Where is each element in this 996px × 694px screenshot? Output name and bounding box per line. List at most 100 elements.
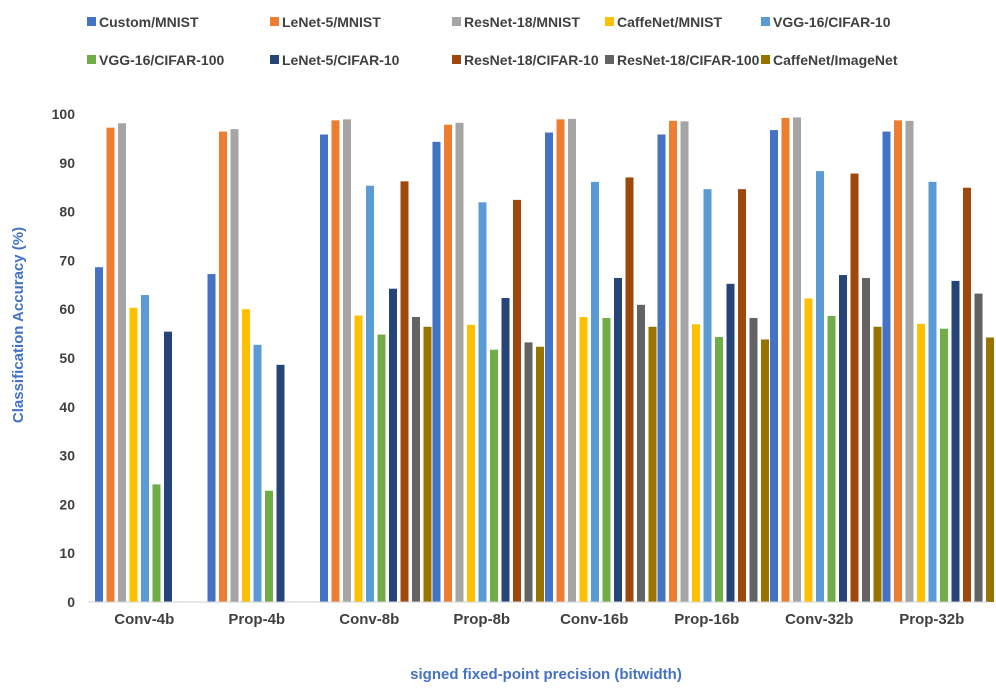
legend-item-resnet-18-cifar-100: ResNet-18/CIFAR-100 — [605, 52, 760, 68]
bar-lenet-5-cifar-10-prop-32b — [951, 280, 960, 602]
y-tick-label: 80 — [59, 204, 75, 220]
bar-caffenet-imagenet-prop-32b — [986, 337, 994, 602]
bar-caffenet-mnist-prop-8b — [467, 324, 475, 602]
bar-resnet-18-cifar-100-conv-8b — [412, 317, 420, 602]
bar-lenet-5-mnist-prop-8b — [444, 124, 452, 603]
y-tick-label: 40 — [59, 399, 75, 415]
x-tick-label: Conv-16b — [560, 611, 628, 628]
bar-vgg-16-cifar-100-conv-16b — [602, 317, 611, 602]
bar-resnet-18-mnist-conv-4b — [118, 123, 126, 602]
bar-caffenet-imagenet-conv-32b — [873, 326, 882, 602]
bar-resnet-18-cifar-10-conv-32b — [850, 173, 859, 602]
bar-lenet-5-mnist-conv-32b — [781, 117, 790, 603]
legend-swatch — [270, 17, 279, 26]
bar-resnet-18-cifar-100-prop-32b — [974, 293, 983, 602]
bar-group-conv-16b — [545, 118, 657, 603]
bar-lenet-5-cifar-10-prop-8b — [501, 297, 510, 602]
x-tick-label: Prop-4b — [228, 611, 285, 628]
bar-resnet-18-mnist-conv-8b — [343, 119, 351, 603]
x-tick-label: Prop-16b — [674, 611, 739, 628]
legend-item-resnet-18-cifar-10: ResNet-18/CIFAR-10 — [452, 52, 599, 68]
bar-lenet-5-mnist-prop-4b — [219, 131, 227, 602]
bar-custom-mnist-prop-8b — [432, 141, 441, 603]
bar-custom-mnist-prop-32b — [882, 131, 891, 602]
bar-vgg-16-cifar-10-prop-16b — [703, 189, 712, 603]
bar-vgg-16-cifar-100-prop-16b — [715, 337, 723, 602]
bar-caffenet-mnist-conv-16b — [579, 317, 588, 602]
bar-lenet-5-mnist-conv-4b — [106, 127, 115, 602]
bar-vgg-16-cifar-100-conv-4b — [152, 484, 161, 602]
bar-group-prop-8b — [432, 122, 544, 603]
bar-custom-mnist-prop-4b — [207, 274, 216, 602]
bar-resnet-18-mnist-prop-32b — [905, 120, 914, 602]
bar-resnet-18-mnist-conv-16b — [568, 118, 576, 602]
bar-lenet-5-cifar-10-conv-4b — [164, 331, 172, 602]
bar-vgg-16-cifar-10-prop-4b — [253, 344, 262, 602]
bar-vgg-16-cifar-100-prop-4b — [265, 490, 273, 602]
y-tick-label: 0 — [67, 594, 75, 610]
bar-caffenet-mnist-prop-4b — [242, 309, 250, 602]
bar-custom-mnist-conv-4b — [95, 267, 103, 602]
legend-item-caffenet-mnist: CaffeNet/MNIST — [605, 14, 722, 30]
legend-label: CaffeNet/MNIST — [617, 14, 722, 30]
bar-vgg-16-cifar-100-conv-32b — [827, 316, 836, 602]
bar-vgg-16-cifar-10-prop-32b — [928, 181, 937, 602]
bar-resnet-18-cifar-100-prop-8b — [524, 342, 533, 602]
legend-label: LeNet-5/CIFAR-10 — [282, 52, 400, 68]
legend-label: ResNet-18/CIFAR-10 — [464, 52, 599, 68]
bar-vgg-16-cifar-10-conv-16b — [591, 181, 599, 602]
bar-resnet-18-mnist-prop-4b — [230, 129, 239, 603]
legend-item-lenet-5-cifar-10: LeNet-5/CIFAR-10 — [270, 52, 400, 68]
bar-custom-mnist-conv-8b — [320, 134, 328, 602]
legend-item-resnet-18-mnist: ResNet-18/MNIST — [452, 14, 580, 30]
bar-resnet-18-mnist-prop-8b — [455, 122, 464, 602]
y-tick-label: 90 — [59, 155, 75, 171]
bar-custom-mnist-conv-16b — [545, 132, 553, 602]
bar-lenet-5-mnist-prop-32b — [894, 120, 902, 603]
bar-group-conv-8b — [320, 119, 432, 603]
bar-lenet-5-cifar-10-conv-8b — [389, 288, 397, 602]
bar-caffenet-imagenet-conv-16b — [648, 326, 657, 602]
legend-label: CaffeNet/ImageNet — [773, 52, 898, 68]
bar-vgg-16-cifar-100-prop-8b — [490, 349, 498, 602]
legend-swatch — [452, 17, 461, 26]
legend-label: Custom/MNIST — [99, 14, 199, 30]
bar-vgg-16-cifar-10-conv-32b — [816, 171, 824, 602]
bar-caffenet-mnist-prop-32b — [917, 323, 925, 602]
x-axis-title: signed fixed-point precision (bitwidth) — [410, 666, 682, 683]
bar-group-conv-4b — [95, 123, 172, 602]
bar-custom-mnist-prop-16b — [657, 134, 666, 602]
bar-custom-mnist-conv-32b — [770, 130, 778, 602]
legend-item-caffenet-imagenet: CaffeNet/ImageNet — [761, 52, 898, 68]
y-tick-label: 50 — [59, 350, 75, 366]
bar-vgg-16-cifar-10-conv-4b — [141, 295, 149, 602]
bar-resnet-18-cifar-10-conv-8b — [400, 181, 409, 602]
bar-resnet-18-cifar-10-prop-16b — [738, 189, 746, 603]
legend-swatch — [87, 17, 96, 26]
legend-swatch — [761, 17, 770, 26]
bar-caffenet-imagenet-prop-16b — [761, 339, 769, 602]
y-tick-label: 10 — [59, 545, 75, 561]
bar-resnet-18-cifar-10-prop-32b — [963, 187, 971, 603]
bar-vgg-16-cifar-10-prop-8b — [478, 202, 487, 602]
bars — [95, 117, 994, 603]
bar-lenet-5-mnist-conv-8b — [331, 120, 340, 603]
y-tick-label: 30 — [59, 448, 75, 464]
bar-caffenet-imagenet-prop-8b — [536, 346, 544, 602]
bar-vgg-16-cifar-100-prop-32b — [940, 328, 948, 602]
legend-item-custom-mnist: Custom/MNIST — [87, 14, 199, 30]
legend: Custom/MNIST LeNet-5/MNIST ResNet-18/MNIST… — [87, 14, 898, 68]
y-tick-label: 100 — [52, 106, 76, 122]
legend-item-vgg-16-cifar-10: VGG-16/CIFAR-10 — [761, 14, 891, 30]
legend-item-lenet-5-mnist: LeNet-5/MNIST — [270, 14, 381, 30]
bar-caffenet-mnist-conv-32b — [804, 298, 813, 602]
y-axis: 0 10 20 30 40 50 60 70 80 90 100 — [52, 106, 76, 610]
legend-label: ResNet-18/MNIST — [464, 14, 580, 30]
y-tick-label: 20 — [59, 496, 75, 512]
bar-resnet-18-cifar-100-conv-16b — [637, 304, 645, 602]
bar-group-conv-32b — [770, 117, 882, 603]
x-tick-label: Prop-8b — [453, 611, 510, 628]
bar-resnet-18-cifar-10-prop-8b — [513, 199, 521, 602]
bar-group-prop-32b — [882, 120, 994, 603]
